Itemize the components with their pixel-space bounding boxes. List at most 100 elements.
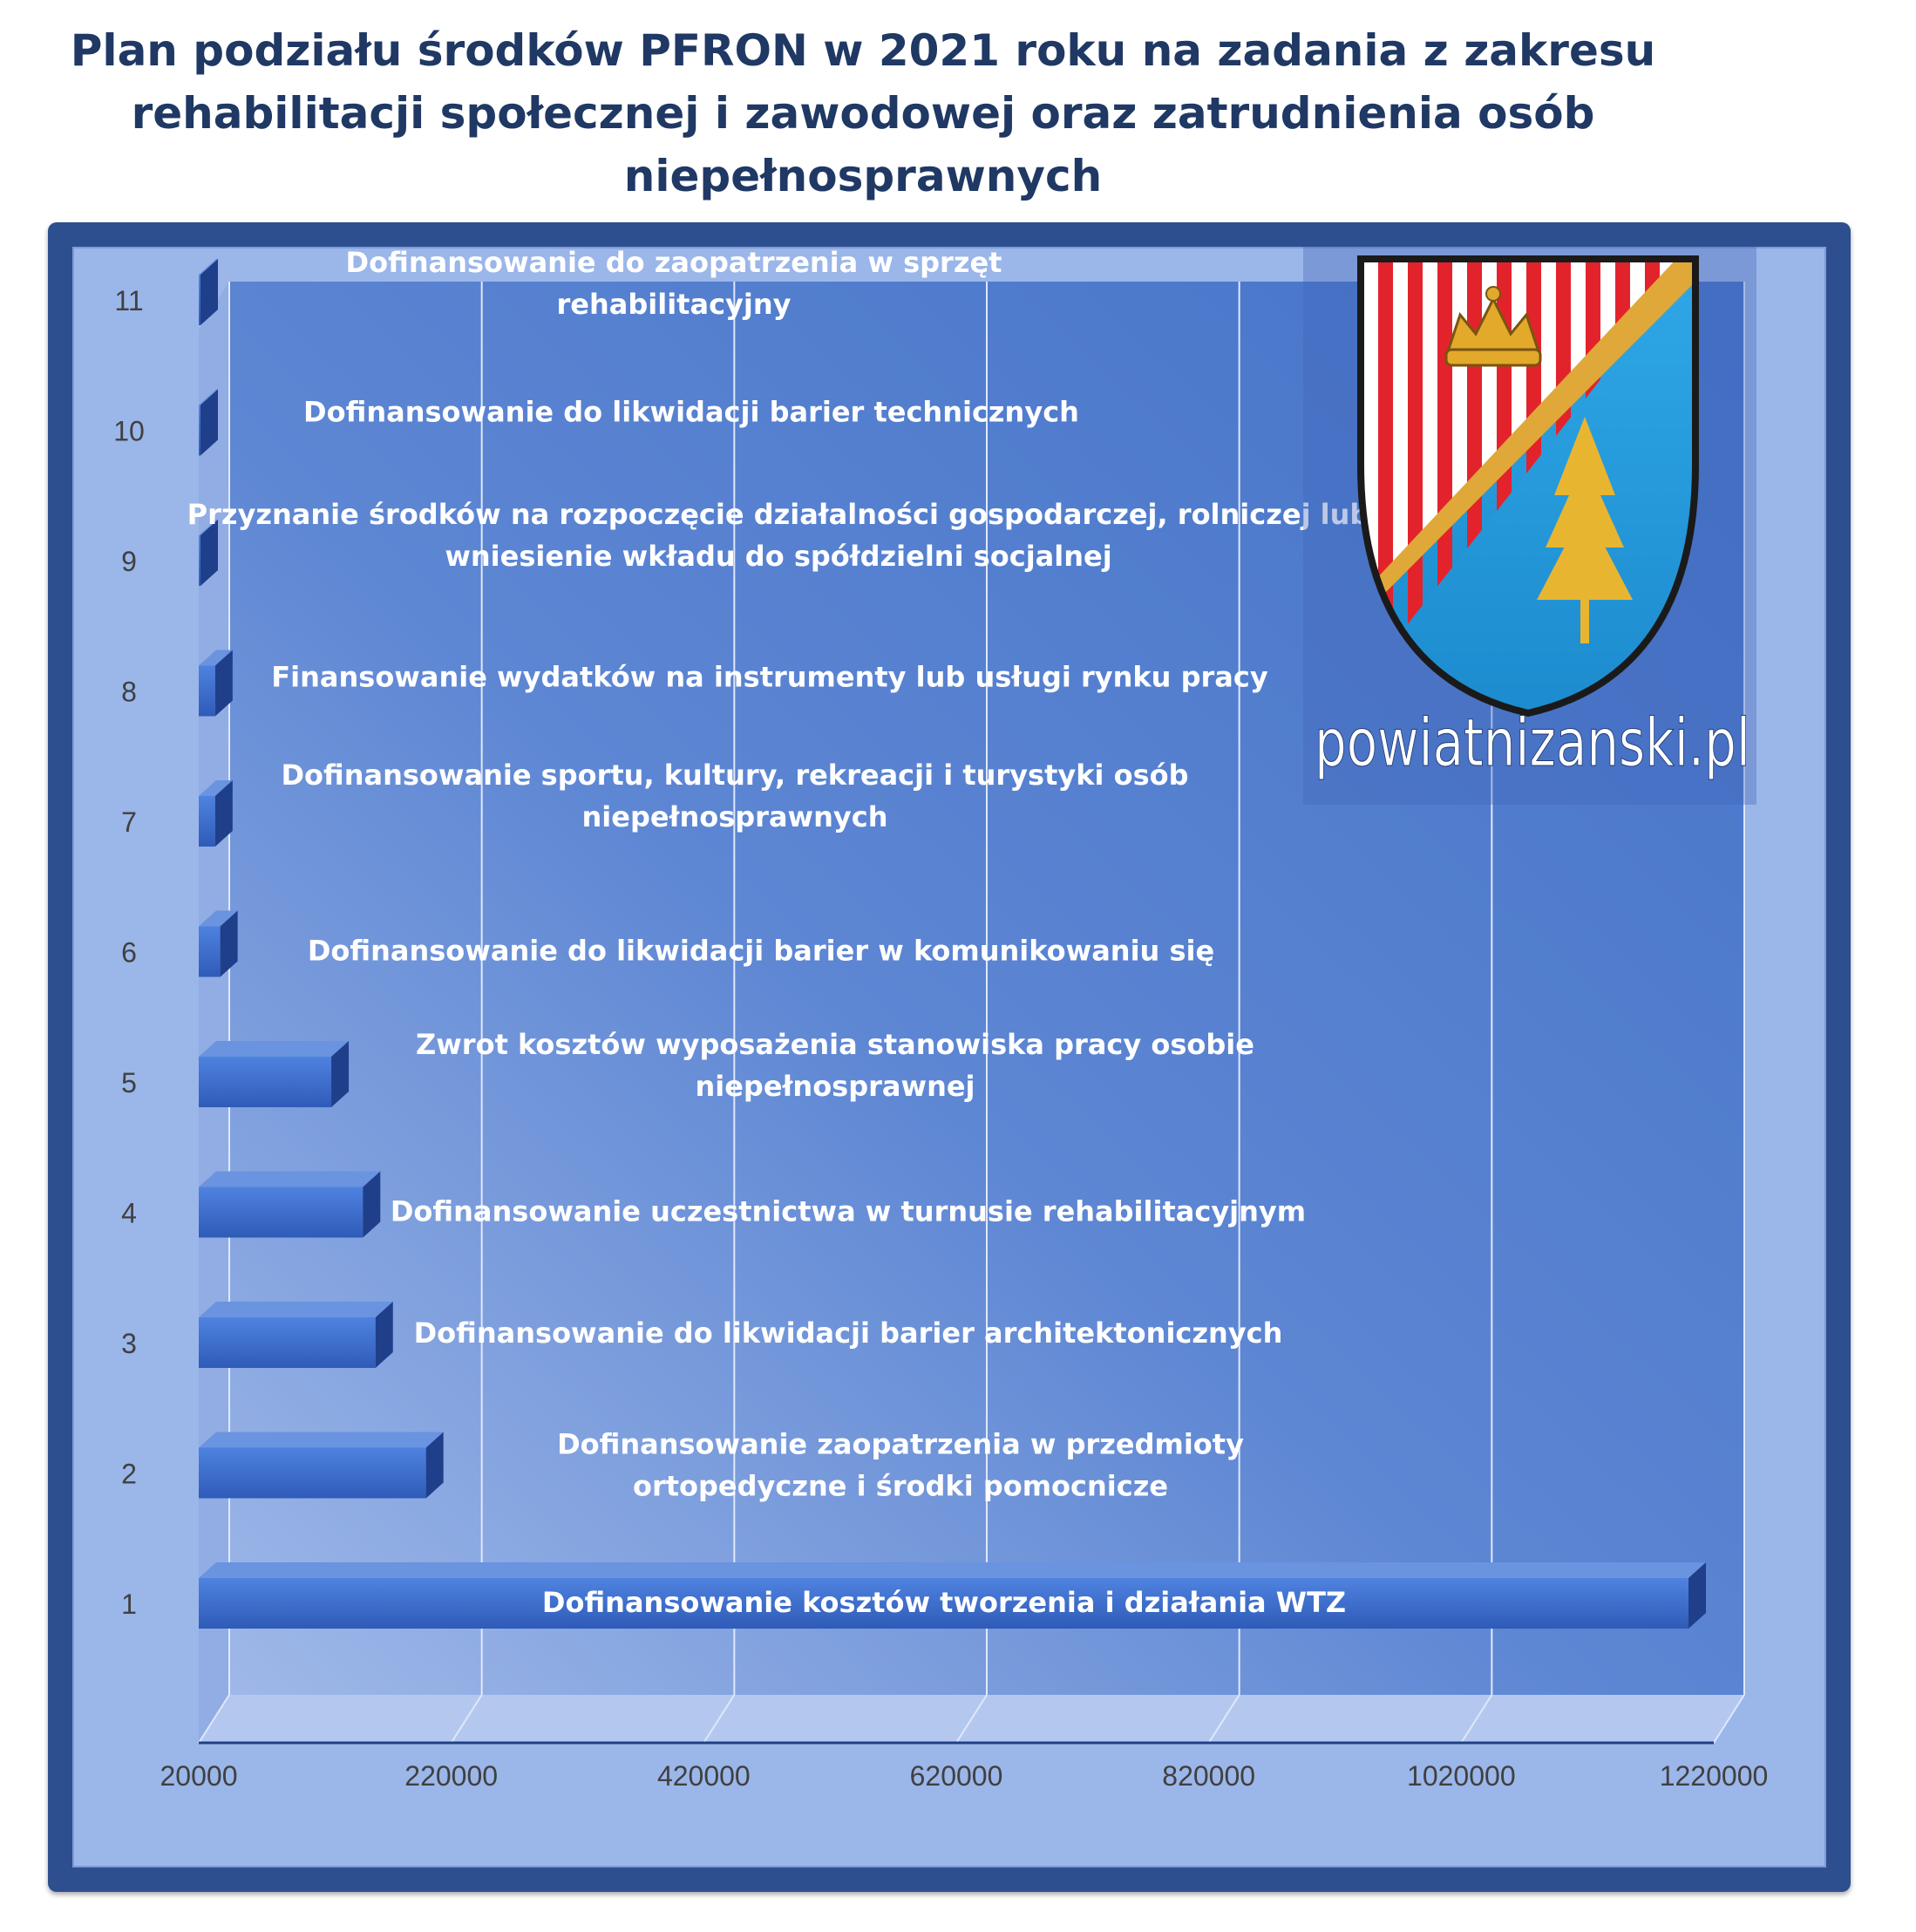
bar-top [199, 910, 238, 927]
title-line-2: rehabilitacji społecznej i zawodowej ora… [131, 88, 1595, 139]
x-tick-label: 220000 [404, 1760, 498, 1792]
x-tick-label: 1220000 [1660, 1760, 1769, 1792]
bar-top [199, 1562, 1707, 1578]
bar-label: Finansowanie wydatków na instrumenty lub… [271, 661, 1268, 694]
bar-label: niepełnosprawnych [582, 800, 888, 833]
bar-side [200, 520, 218, 586]
bar-front [199, 926, 221, 977]
bar-label: niepełnosprawnej [695, 1070, 975, 1103]
bar-front [199, 796, 215, 847]
gridline-floor [1713, 1694, 1745, 1744]
bar-label: ortopedyczne i środki pomocnicze [633, 1470, 1168, 1503]
x-tick-label: 1020000 [1407, 1760, 1516, 1792]
bar-side [214, 780, 233, 847]
bar-side [220, 910, 238, 977]
y-tick-label: 3 [121, 1328, 137, 1359]
bar-top [199, 259, 218, 275]
y-tick-label: 2 [121, 1459, 137, 1490]
bar-top [199, 1302, 393, 1317]
bar-11 [199, 259, 218, 325]
y-tick-label: 10 [113, 416, 145, 447]
bar-top [199, 780, 233, 796]
bar-label: Dofinansowanie do likwidacji barier arch… [414, 1316, 1283, 1350]
bar-chart: Dofinansowanie kosztów tworzenia i dział… [113, 247, 1769, 1792]
y-tick-label: 7 [121, 806, 137, 838]
x-axis-ticks: 20000 220000 420000 620000 820000 1020000 1220… [160, 1760, 1769, 1792]
bar-10 [199, 389, 218, 456]
bar-label: wniesienie wkładu do spółdzielni socjaln… [445, 540, 1111, 573]
bar-4 [199, 1171, 381, 1238]
bar-front [199, 405, 200, 456]
gridline-floor [198, 1694, 230, 1744]
page-title: Plan podziału środków PFRON w 2021 roku … [52, 19, 1674, 207]
chart-area: Dofinansowanie kosztów tworzenia i dział… [72, 247, 1826, 1867]
bar-front [199, 1317, 376, 1368]
bar-top [199, 1041, 350, 1057]
bar-label: Zwrot kosztów wyposażenia stanowiska pra… [416, 1028, 1254, 1061]
y-tick-label: 8 [121, 677, 137, 708]
bar-label: Dofinansowanie zaopatrzenia w przedmioty [557, 1428, 1244, 1461]
x-tick-label: 20000 [160, 1760, 238, 1792]
gridline-floor [450, 1694, 483, 1744]
bar-side [200, 259, 218, 325]
gridlines [198, 282, 1745, 1745]
bar-top [199, 1171, 381, 1187]
bar-9 [199, 520, 218, 586]
bar-6 [199, 910, 238, 977]
bar-side [1688, 1562, 1707, 1629]
bar-side [363, 1171, 381, 1238]
bar-label: Dofinansowanie sportu, kultury, rekreacj… [281, 759, 1188, 792]
gridline-floor [1460, 1694, 1493, 1744]
title-line-3: niepełnosprawnych [623, 151, 1103, 201]
bar-side [331, 1041, 350, 1107]
bar-side [214, 650, 233, 717]
bar-label: rehabilitacyjny [557, 288, 792, 321]
shield-stripe [1408, 259, 1423, 625]
logo-text: powiatnizanski.pl [1315, 704, 1750, 781]
bar-front [199, 1057, 332, 1107]
bar-top [199, 650, 233, 666]
crown-icon [1444, 286, 1542, 367]
bar-label: Dofinansowanie uczestnictwa w turnusie r… [391, 1195, 1306, 1228]
bar-side [425, 1432, 444, 1499]
bar-front [199, 1578, 1689, 1629]
bar-1 [199, 1562, 1707, 1629]
x-tick-label: 420000 [657, 1760, 751, 1792]
gridline-floor [703, 1694, 736, 1744]
bar-front [199, 1187, 363, 1238]
bar-side [200, 389, 218, 456]
bar-label: Przyznanie środków na rozpoczęcie działa… [187, 498, 1370, 531]
bar-top [199, 389, 218, 405]
bar-label: Dofinansowanie do zaopatrzenia w sprzęt [346, 247, 1002, 279]
gridline-floor [1207, 1694, 1240, 1744]
bar-front [199, 275, 200, 325]
bar-side [375, 1302, 393, 1368]
bar-label: Dofinansowanie do likwidacji barier w ko… [308, 935, 1214, 968]
bars: Dofinansowanie kosztów tworzenia i dział… [187, 247, 1707, 1629]
y-tick-label: 1 [121, 1588, 137, 1620]
bar-front [199, 535, 200, 586]
bar-7 [199, 780, 233, 847]
plot-side-wall [199, 282, 229, 1743]
bar-5 [199, 1041, 350, 1107]
title-line-1: Plan podziału środków PFRON w 2021 roku … [70, 25, 1656, 76]
bar-8 [199, 650, 233, 717]
chart-frame: Dofinansowanie kosztów tworzenia i dział… [48, 222, 1851, 1892]
bar-front [199, 665, 215, 717]
y-tick-label: 6 [121, 937, 137, 969]
x-tick-label: 820000 [1162, 1760, 1255, 1792]
y-tick-label: 11 [114, 285, 143, 316]
y-axis-ticks: 1 2 3 4 5 6 7 8 9 10 11 [113, 285, 145, 1620]
shield-stripe [1378, 259, 1393, 625]
y-tick-label: 4 [121, 1198, 137, 1229]
bar-front [199, 1447, 426, 1499]
spruce-tree-icon [1537, 417, 1633, 643]
x-tick-label: 620000 [910, 1760, 1003, 1792]
bar-top [199, 1432, 444, 1448]
coat-of-arms-logo: powiatnizanski.pl [1303, 247, 1756, 805]
bar-top [199, 520, 218, 535]
gridline-floor [955, 1694, 988, 1744]
shield-stripe [1437, 259, 1452, 625]
bar-label: Dofinansowanie kosztów tworzenia i dział… [542, 1586, 1346, 1619]
y-tick-label: 9 [121, 546, 137, 577]
